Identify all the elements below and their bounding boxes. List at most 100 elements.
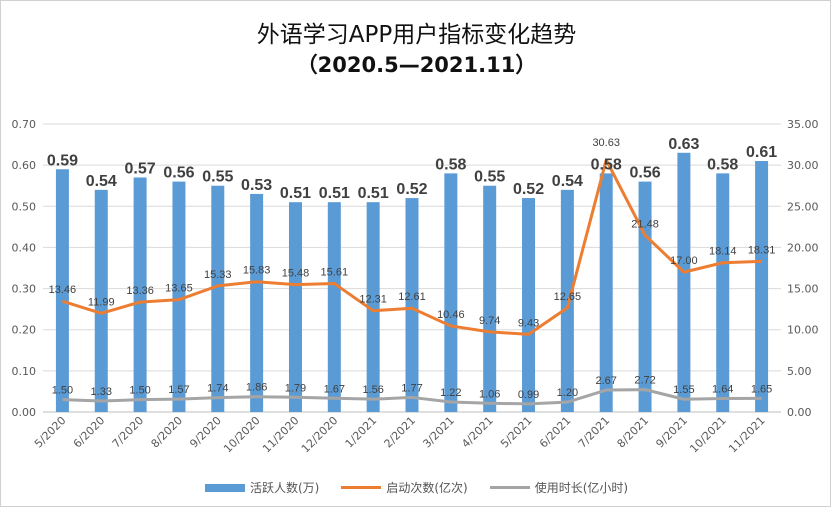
right-tick-label: 35.00 — [787, 118, 819, 131]
usage-data-label: 2.67 — [595, 375, 616, 387]
x-tick-label: 5/2021 — [498, 414, 535, 451]
x-tick-label: 3/2021 — [420, 414, 457, 451]
usage-data-label: 1.77 — [401, 382, 422, 394]
x-tick-label: 4/2021 — [459, 414, 496, 451]
usage-data-label: 0.99 — [518, 389, 539, 401]
usage-line — [62, 388, 762, 406]
bar-data-label: 0.56 — [629, 165, 660, 182]
bar — [55, 169, 69, 412]
launches-data-label: 13.36 — [126, 285, 154, 297]
left-tick-label: 0.20 — [12, 324, 37, 337]
bar-data-label: 0.51 — [319, 185, 350, 202]
bar — [755, 161, 769, 412]
bar — [677, 152, 691, 413]
usage-data-label: 1.06 — [479, 388, 500, 400]
x-tick-label: 9/2020 — [187, 414, 224, 451]
launches-data-label: 30.63 — [592, 137, 620, 149]
usage-data-label: 1.65 — [751, 383, 772, 395]
x-tick-label: 9/2021 — [653, 414, 690, 451]
legend-swatch — [341, 486, 382, 489]
bar — [211, 185, 225, 412]
bar-data-label: 0.57 — [125, 160, 156, 177]
legend-item-usage-time: 使用时长(亿小时) — [489, 479, 629, 496]
chart-title: 外语学习APP用户指标变化趋势 — [256, 22, 577, 48]
left-tick-label: 0.30 — [12, 283, 37, 296]
bar — [94, 189, 108, 412]
usage-data-label: 1.74 — [207, 383, 228, 395]
x-tick-label: 5/2020 — [32, 414, 69, 451]
launches-data-label: 13.46 — [49, 284, 77, 296]
usage-data-label: 1.64 — [712, 384, 733, 396]
launches-data-label: 17.00 — [670, 255, 698, 267]
right-tick-label: 0.00 — [787, 406, 812, 419]
usage-data-label: 1.20 — [557, 387, 578, 399]
legend: 活跃人数(万) 启动次数(亿次) 使用时长(亿小时) — [1, 479, 830, 496]
launches-data-label: 10.46 — [437, 309, 465, 321]
legend-swatch — [489, 486, 530, 489]
launches-data-label: 11.99 — [88, 296, 115, 308]
x-tick-label: 11/2020 — [260, 414, 302, 456]
bar — [405, 198, 419, 412]
left-tick-label: 0.70 — [12, 118, 37, 131]
bar-data-label: 0.52 — [513, 181, 544, 198]
usage-data-label: 1.50 — [52, 385, 73, 397]
bar — [444, 173, 458, 412]
x-tick-label: 6/2021 — [537, 414, 574, 451]
launches-data-label: 12.61 — [398, 291, 426, 303]
chart-subtitle: （2020.5—2021.11） — [296, 53, 537, 77]
left-tick-label: 0.60 — [12, 159, 37, 172]
bar-data-label: 0.52 — [396, 181, 427, 198]
right-tick-label: 5.00 — [787, 365, 812, 378]
bar — [327, 202, 341, 412]
x-tick-label: 7/2021 — [576, 414, 613, 451]
right-tick-label: 30.00 — [787, 159, 819, 172]
legend-swatch — [204, 483, 245, 492]
launches-data-label: 15.48 — [282, 268, 310, 280]
right-tick-label: 10.00 — [787, 324, 819, 337]
bar-data-label: 0.55 — [202, 169, 233, 186]
usage-data-label: 1.22 — [440, 387, 461, 399]
usage-data-label: 1.67 — [324, 383, 345, 395]
legend-item-active-users: 活跃人数(万) — [204, 479, 320, 496]
legend-label: 启动次数(亿次) — [386, 481, 468, 495]
launches-data-label: 21.48 — [631, 218, 659, 230]
bar-data-label: 0.55 — [474, 169, 505, 186]
launches-data-label: 15.83 — [243, 265, 271, 277]
launches-data-label: 13.65 — [165, 283, 193, 295]
bar — [133, 177, 147, 412]
launches-data-label: 12.65 — [554, 291, 582, 303]
launches-data-label: 18.31 — [748, 244, 776, 256]
x-tick-label: 12/2020 — [299, 414, 341, 456]
usage-data-label: 1.33 — [91, 386, 112, 398]
x-tick-label: 2/2021 — [382, 414, 419, 451]
usage-data-label: 1.50 — [129, 385, 150, 397]
bar — [483, 185, 497, 412]
launches-data-label: 9.43 — [518, 317, 539, 329]
left-tick-label: 0.50 — [12, 200, 37, 213]
bar — [250, 193, 264, 412]
x-tick-label: 7/2020 — [110, 414, 147, 451]
left-tick-label: 0.10 — [12, 365, 37, 378]
x-tick-label: 1/2021 — [343, 414, 380, 451]
usage-data-label: 1.56 — [362, 384, 383, 396]
bar — [599, 173, 613, 412]
bar-data-label: 0.63 — [668, 136, 699, 153]
bar-data-label: 0.51 — [358, 185, 389, 202]
bar — [172, 181, 186, 412]
legend-label: 活跃人数(万) — [249, 481, 320, 495]
x-tick-label: 6/2020 — [71, 414, 108, 451]
bar — [560, 189, 574, 412]
bar-data-label: 0.59 — [47, 152, 78, 169]
usage-data-label: 1.79 — [285, 382, 306, 394]
bar-data-label: 0.53 — [241, 177, 272, 194]
legend-label: 使用时长(亿小时) — [534, 481, 629, 495]
usage-data-label: 1.57 — [168, 384, 189, 396]
launches-data-label: 18.14 — [709, 246, 737, 258]
launches-line — [61, 158, 762, 336]
right-tick-label: 20.00 — [787, 241, 819, 254]
right-tick-label: 15.00 — [787, 283, 819, 296]
bar-data-label: 0.58 — [435, 156, 466, 173]
bar-data-label: 0.54 — [552, 173, 583, 190]
